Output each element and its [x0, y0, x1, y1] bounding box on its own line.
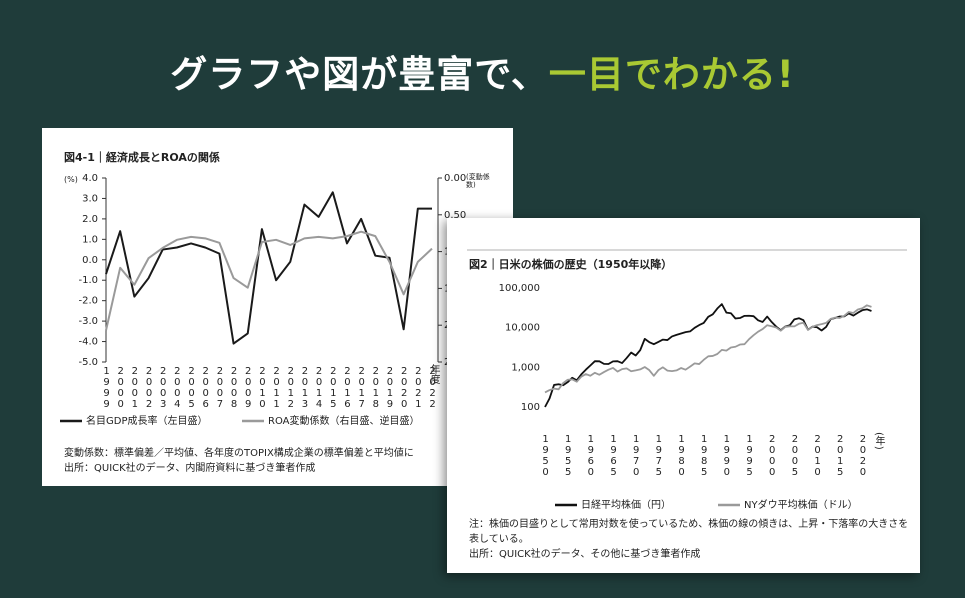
y2-axis-label: (変動係数) [466, 173, 490, 189]
x-tick-label: 2021 [412, 366, 424, 410]
x-tick-label: 2015 [327, 366, 339, 410]
x-tick-label: 2014 [313, 366, 325, 410]
x-tick-label: 2008 [228, 366, 240, 410]
x-tick-label: 1995 [744, 434, 756, 478]
legend-label: 日経平均株価（円） [581, 498, 671, 511]
note: 注：株価の目盛りとして常用対数を使っているため、株価の線の傾きは、上昇・下落率の… [469, 519, 909, 545]
headline-highlight: 一目でわかる! [548, 53, 795, 96]
x-tick-label: 2020 [398, 366, 410, 410]
x-tick-label: 2020 [857, 434, 869, 478]
chart-card: 100 1,000 10,000 100,000 日経平均株価（円） NYダウ平均株価（ド… [447, 218, 920, 573]
x-axis-label: (年) [873, 432, 884, 450]
x-tick-label: 2016 [341, 366, 353, 410]
y-tick-label: -5.0 [78, 357, 98, 368]
x-tick-label: 1965 [608, 434, 619, 478]
x-tick-label: 2010 [256, 366, 268, 410]
x-tick-label: 2001 [129, 366, 141, 410]
x-tick-label: 2009 [242, 366, 254, 410]
x-tick-label: 2005 [789, 434, 801, 478]
y2-tick-label: 0.50 [444, 210, 466, 221]
x-tick-label: 2012 [285, 366, 297, 410]
chart-title: 図4-1｜経済成長とROAの関係 [64, 151, 220, 164]
chart: 4.0 3.0 2.0 1.0 0.0 -1.0 -2.0 -3.0 -4.0 -5.0 0.00 0… [60, 173, 466, 427]
x-tick-label: 2022 [427, 366, 438, 410]
y-tick-label: 1.0 [82, 234, 98, 245]
y-tick-label: 2.0 [82, 214, 98, 225]
legend-label: NYダウ平均株価（ドル） [744, 498, 858, 511]
x-tick-label: 1999 [101, 366, 112, 410]
headline-text: グラフや図が豊富で、 [170, 53, 549, 96]
x-tick-label: 1960 [585, 434, 597, 478]
x-tick-label: 2006 [200, 366, 212, 410]
y-tick-label: 100 [521, 402, 540, 413]
chart-title: 図2｜日米の株価の歴史（1950年以降） [469, 258, 673, 271]
x-tick-label: 2013 [299, 366, 311, 410]
headline: グラフや図が豊富で、一目でわかる! [0, 44, 965, 98]
x-tick-label: 2000 [115, 366, 127, 410]
x-tick-label: 1985 [698, 434, 710, 478]
y-tick-label: 10,000 [505, 323, 540, 334]
y-tick-label: 3.0 [82, 193, 98, 204]
y-tick-label: 100,000 [499, 283, 540, 294]
x-tick-label: 2017 [356, 366, 368, 410]
x-tick-label: 2018 [370, 366, 382, 410]
y-tick-label: -1.0 [78, 275, 98, 286]
x-tick-label: 1975 [653, 434, 665, 478]
x-tick-label: 2005 [186, 366, 198, 410]
x-tick-label: 2007 [214, 366, 226, 410]
source: 出所：QUICK社のデータ、内閣府資料に基づき筆者作成 [64, 463, 316, 474]
chart: 100 1,000 10,000 100,000 日経平均株価（円） NYダウ平均株価（ド… [467, 249, 907, 511]
y-tick-label: 1,000 [511, 362, 540, 373]
x-tick-label: 2010 [812, 434, 824, 478]
legend-label: 名目GDP成長率（左目盛） [86, 414, 207, 427]
y-tick-label: 0.0 [82, 255, 98, 266]
y-tick-label: 4.0 [82, 173, 98, 184]
source: 出所：QUICK社のデータ、その他に基づき筆者作成 [469, 549, 701, 560]
series-line [544, 304, 872, 394]
x-tick-label: 1970 [630, 434, 642, 478]
y-tick-label: -2.0 [78, 296, 98, 307]
note: 変動係数：標準偏差／平均値、各年度のTOPIX構成企業の標準偏差と平均値に [64, 448, 414, 459]
x-tick-label: 1980 [676, 434, 688, 478]
x-tick-label: 2019 [384, 366, 396, 410]
series-line [105, 191, 432, 345]
x-tick-label: 1990 [721, 434, 733, 478]
x-axis-label: 年度 [428, 364, 439, 384]
x-tick-label: 2015 [834, 434, 846, 478]
x-tick-label: 2000 [766, 434, 778, 478]
legend-label: ROA変動係数（右目盛、逆目盛） [268, 414, 419, 427]
x-tick-label: 2004 [171, 366, 183, 410]
x-tick-label: 1950 [540, 434, 551, 478]
y-tick-label: -4.0 [78, 337, 98, 348]
chart-card: 4.0 3.0 2.0 1.0 0.0 -1.0 -2.0 -3.0 -4.0 -5.0 0.00 0… [42, 128, 513, 486]
series-line [105, 230, 433, 331]
y-tick-label: -3.0 [78, 316, 98, 327]
y2-tick-label: 0.00 [444, 173, 466, 184]
y-axis-label: (%) [64, 175, 78, 184]
series-line [544, 303, 872, 408]
x-tick-label: 2002 [143, 366, 155, 410]
x-tick-label: 2011 [271, 366, 283, 410]
x-tick-label: 1955 [562, 434, 574, 478]
x-tick-label: 2003 [157, 366, 169, 410]
